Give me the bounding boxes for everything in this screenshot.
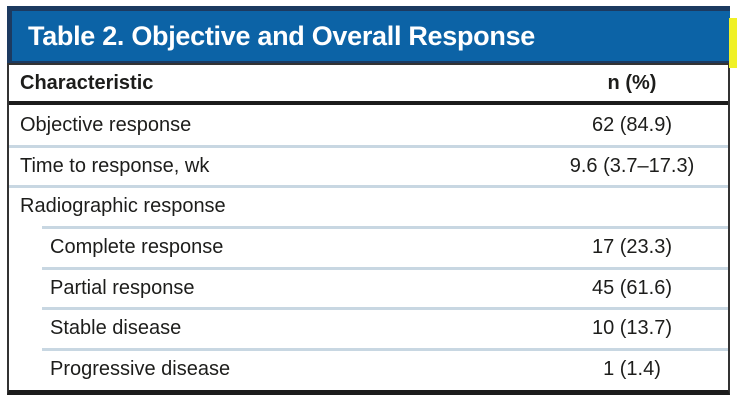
row-label: Stable disease bbox=[50, 317, 182, 340]
row-value: 9.6 (3.7–17.3) bbox=[569, 154, 695, 177]
table-rows: Objective response 62 (84.9) Time to res… bbox=[9, 105, 728, 390]
table-row: Objective response 62 (84.9) bbox=[9, 105, 728, 146]
table-row: Complete response 17 (23.3) bbox=[9, 226, 728, 268]
row-value: 17 (23.3) bbox=[591, 235, 673, 258]
table-row: Radiographic response bbox=[9, 185, 728, 227]
column-header-row: Characteristic n (%) bbox=[9, 65, 728, 105]
table-title-bar: Table 2. Objective and Overall Response bbox=[7, 6, 730, 63]
row-label: Radiographic response bbox=[20, 195, 226, 218]
row-value: 10 (13.7) bbox=[591, 317, 673, 340]
table-body: Characteristic n (%) Objective response … bbox=[7, 63, 730, 395]
table-row: Time to response, wk 9.6 (3.7–17.3) bbox=[9, 144, 728, 187]
column-header-characteristic: Characteristic bbox=[20, 71, 154, 94]
highlight-stripe bbox=[729, 18, 737, 68]
row-label: Partial response bbox=[50, 276, 195, 299]
column-header-n-pct: n (%) bbox=[607, 71, 657, 94]
row-label: Time to response, wk bbox=[20, 154, 210, 177]
row-value: 1 (1.4) bbox=[603, 357, 661, 380]
table-2-panel: Table 2. Objective and Overall Response … bbox=[7, 6, 737, 395]
row-label: Complete response bbox=[50, 235, 224, 258]
table-row: Stable disease 10 (13.7) bbox=[9, 307, 728, 349]
row-label: Progressive disease bbox=[50, 357, 231, 380]
row-value: 62 (84.9) bbox=[591, 113, 673, 136]
table-row: Progressive disease 1 (1.4) bbox=[9, 348, 728, 390]
row-label: Objective response bbox=[20, 113, 192, 136]
table-row: Partial response 45 (61.6) bbox=[9, 266, 728, 309]
table-title: Table 2. Objective and Overall Response bbox=[28, 20, 535, 51]
row-value: 45 (61.6) bbox=[591, 276, 673, 299]
